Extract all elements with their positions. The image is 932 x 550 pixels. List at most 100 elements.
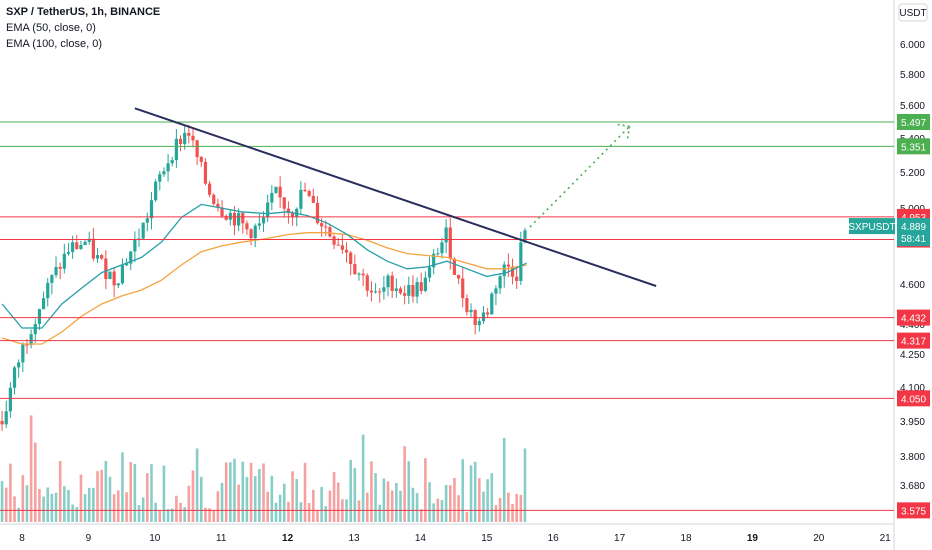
candle-body [444, 227, 448, 243]
candle-body [17, 362, 21, 368]
volume-bar [395, 482, 398, 522]
level-price-tag [897, 113, 930, 130]
ema50-legend[interactable]: EMA (50, close, 0) [6, 22, 96, 34]
projection-arrowhead-side [626, 126, 631, 139]
volume-bar [332, 471, 336, 522]
volume-bar [320, 486, 323, 522]
volume-bar [92, 487, 95, 522]
countdown-label: 58:41 [901, 234, 926, 245]
candle-body [299, 189, 303, 209]
trendline [134, 107, 657, 287]
candle-body [494, 288, 498, 294]
candle-body [54, 266, 58, 276]
volume-bar [54, 492, 58, 522]
candle-body [465, 298, 469, 313]
candle-body [162, 171, 166, 175]
time-tick-label: 12 [282, 533, 294, 544]
candle-body [369, 290, 374, 293]
candle-body [37, 309, 42, 324]
volume-bar [100, 469, 103, 522]
projection-arrow [529, 125, 631, 228]
symbol-label[interactable]: SXP / TetherUS, 1h, BINANCE [6, 6, 161, 18]
level-price-tag [897, 309, 930, 326]
candle-body [286, 208, 291, 214]
candle-body [353, 264, 357, 275]
candle-body [245, 223, 249, 230]
candle-body [129, 251, 133, 264]
time-tick-label: 16 [548, 533, 560, 544]
candle-body [87, 238, 91, 242]
volume-bar [478, 478, 481, 522]
candle-body [174, 138, 178, 161]
volume-bar [282, 483, 286, 522]
volume-bar [370, 461, 373, 522]
volume-bar [448, 485, 452, 522]
candle-body [104, 258, 108, 280]
candle-body [207, 183, 212, 195]
candle-body [79, 245, 83, 249]
volume-bar [386, 481, 390, 522]
ema100-legend[interactable]: EMA (100, close, 0) [6, 38, 102, 50]
level-price-tag [897, 332, 930, 349]
candle-body [328, 227, 332, 237]
volume-bar [303, 462, 307, 522]
candle-body [307, 191, 311, 196]
candle-body [490, 293, 494, 315]
level-price-tag [897, 390, 930, 407]
ema100-line [1, 232, 527, 345]
candle-body [523, 230, 527, 243]
candle-body [502, 264, 506, 277]
current-price-label: 4.889 [901, 222, 926, 233]
candle-body [477, 321, 481, 326]
candle-body [124, 263, 129, 266]
candle-body [0, 421, 4, 425]
candle-body [195, 140, 199, 157]
volume-bar [494, 505, 498, 522]
time-tick-label: 18 [680, 533, 692, 544]
volume-bar [129, 462, 133, 522]
volume-bar [328, 490, 332, 522]
volume-bar [79, 474, 83, 522]
candle-body [50, 275, 54, 283]
candle-body [224, 216, 228, 220]
volume-bar [511, 503, 514, 522]
volume-bar [179, 502, 182, 522]
volume-bar [154, 502, 157, 522]
volume-bar [361, 434, 365, 522]
volume-bar [4, 487, 8, 522]
candle-body [257, 223, 261, 226]
volume-bar [33, 442, 37, 522]
volume-bar [407, 461, 411, 522]
volume-bar [299, 502, 303, 522]
volume-bar [469, 465, 473, 522]
candle-body [378, 291, 382, 293]
time-tick-label: 11 [216, 533, 227, 544]
candle-body [419, 282, 423, 292]
volume-bar [158, 510, 162, 522]
price-tick-label: 3.950 [900, 417, 925, 428]
price-tick-label: 5.200 [900, 168, 925, 179]
price-axis-bg [895, 0, 932, 550]
candle-body [315, 202, 320, 224]
time-tick-label: 14 [415, 533, 427, 544]
volume-bar [241, 461, 245, 522]
time-tick-label: 13 [348, 533, 360, 544]
volume-bar [233, 458, 236, 522]
volume-bar [208, 508, 211, 522]
price-tick-label: 4.600 [900, 280, 925, 291]
volume-bar [141, 497, 145, 522]
volume-bar [266, 491, 269, 522]
projection-arrowhead-top [617, 123, 630, 128]
candle-body [481, 312, 486, 322]
candle-body [320, 223, 324, 227]
volume-bar [295, 479, 299, 522]
candle-body [120, 265, 125, 284]
candle-body [448, 227, 452, 259]
candle-body [282, 197, 286, 209]
level-price-label: 5.497 [901, 118, 926, 129]
volume-bar [262, 463, 265, 522]
candle-body [407, 285, 411, 296]
volume-bar [490, 473, 494, 522]
candle-body [349, 252, 353, 265]
